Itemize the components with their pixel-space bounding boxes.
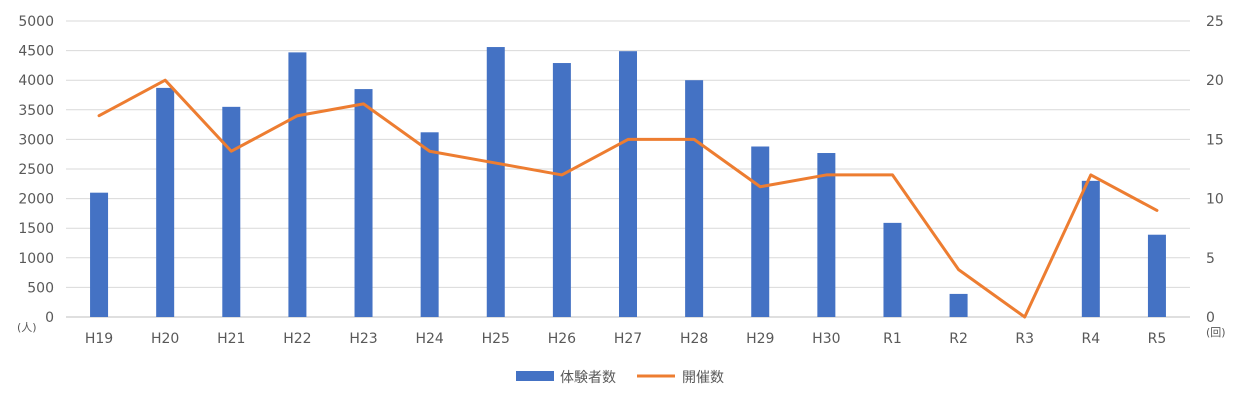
bar: [817, 153, 836, 317]
bar: [486, 47, 505, 317]
bar: [619, 51, 637, 317]
x-tick-label: H28: [680, 331, 708, 347]
bar: [420, 132, 439, 317]
left-tick-label: 4500: [18, 44, 54, 60]
x-tick-label: H30: [812, 331, 840, 347]
right-axis: 0 5 10 15 20 25: [1206, 14, 1224, 326]
bar-series: [90, 47, 1166, 318]
series-line: [97, 78, 1159, 319]
x-tick-label: R3: [1015, 331, 1034, 347]
left-tick-label: 1500: [18, 221, 54, 237]
x-axis: H19 H20 H21 H22 H23 H24 H25 H26 H27 H28 H29 H30 R1 R2…: [85, 331, 1166, 347]
x-tick-label: H20: [151, 331, 179, 347]
x-tick-label: H25: [482, 331, 510, 347]
bar: [156, 87, 175, 317]
legend-swatch-bar: [516, 371, 554, 381]
right-tick-label: 0: [1206, 310, 1215, 326]
bar: [883, 222, 902, 317]
left-tick-label: 0: [45, 310, 54, 326]
bar: [1081, 180, 1100, 317]
bar: [354, 89, 373, 317]
bar: [222, 106, 241, 317]
right-tick-label: 10: [1206, 192, 1224, 208]
x-tick-label: H26: [548, 331, 576, 347]
x-tick-label: R1: [883, 331, 902, 347]
x-tick-label: H24: [415, 331, 443, 347]
legend-label-bar: 体験者数: [560, 370, 616, 386]
left-tick-label: 2500: [18, 162, 54, 178]
x-tick-label: H29: [746, 331, 774, 347]
x-tick-label: R5: [1148, 331, 1167, 347]
bar: [949, 293, 968, 317]
legend-label-line: 開催数: [682, 370, 724, 386]
left-tick-label: 3500: [18, 103, 54, 119]
left-tick-label: 500: [27, 280, 54, 296]
left-tick-label: 5000: [18, 14, 54, 30]
right-tick-label: 25: [1206, 14, 1224, 30]
left-axis-unit: (人): [17, 321, 37, 334]
bar: [552, 63, 571, 318]
legend: 体験者数 開催数: [516, 370, 724, 386]
x-tick-label: H27: [614, 331, 642, 347]
bar: [1147, 234, 1166, 317]
left-axis: 0 500 1000 1500 2000 2500 3000 3500 4000 4500 5000: [18, 14, 54, 326]
x-tick-label: H23: [349, 331, 377, 347]
left-tick-label: 3000: [18, 132, 54, 148]
right-tick-label: 15: [1206, 132, 1224, 148]
bar: [90, 192, 109, 317]
left-tick-label: 1000: [18, 251, 54, 267]
x-tick-label: H21: [217, 331, 245, 347]
x-tick-label: H22: [283, 331, 311, 347]
right-tick-label: 5: [1206, 251, 1215, 267]
bar: [288, 52, 307, 317]
bar: [751, 146, 770, 317]
left-tick-label: 2000: [18, 192, 54, 208]
x-tick-label: H19: [85, 331, 113, 347]
right-axis-unit: (回): [1206, 326, 1226, 339]
line-series: [97, 78, 1159, 319]
x-tick-label: R4: [1082, 331, 1101, 347]
right-tick-label: 20: [1206, 73, 1224, 89]
x-tick-label: R2: [949, 331, 968, 347]
bar: [685, 80, 704, 317]
left-tick-label: 4000: [18, 73, 54, 89]
